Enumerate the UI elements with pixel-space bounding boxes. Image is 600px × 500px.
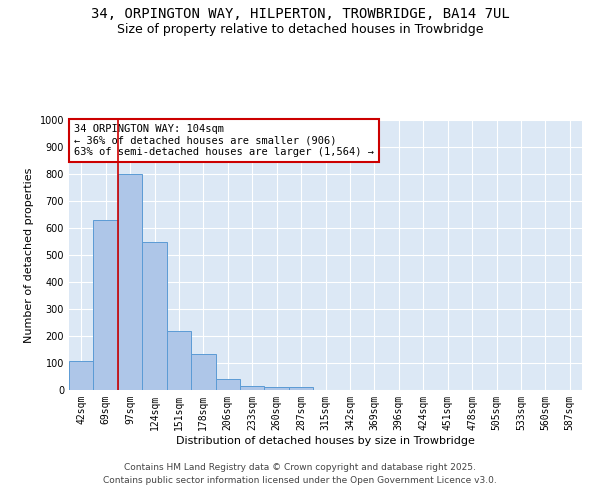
X-axis label: Distribution of detached houses by size in Trowbridge: Distribution of detached houses by size …: [176, 436, 475, 446]
Bar: [142, 242, 167, 390]
Text: Size of property relative to detached houses in Trowbridge: Size of property relative to detached ho…: [117, 22, 483, 36]
Text: 34 ORPINGTON WAY: 104sqm
← 36% of detached houses are smaller (906)
63% of semi-: 34 ORPINGTON WAY: 104sqm ← 36% of detach…: [74, 124, 374, 157]
Text: 34, ORPINGTON WAY, HILPERTON, TROWBRIDGE, BA14 7UL: 34, ORPINGTON WAY, HILPERTON, TROWBRIDGE…: [91, 8, 509, 22]
Bar: [265, 388, 289, 390]
Y-axis label: Number of detached properties: Number of detached properties: [24, 168, 34, 342]
Bar: [167, 330, 191, 390]
Bar: [118, 174, 142, 390]
Bar: [289, 388, 313, 390]
Bar: [215, 378, 240, 390]
Bar: [191, 354, 215, 390]
Bar: [94, 220, 118, 390]
Text: Contains HM Land Registry data © Crown copyright and database right 2025.: Contains HM Land Registry data © Crown c…: [124, 464, 476, 472]
Bar: [69, 361, 94, 390]
Text: Contains public sector information licensed under the Open Government Licence v3: Contains public sector information licen…: [103, 476, 497, 485]
Bar: [240, 386, 265, 390]
